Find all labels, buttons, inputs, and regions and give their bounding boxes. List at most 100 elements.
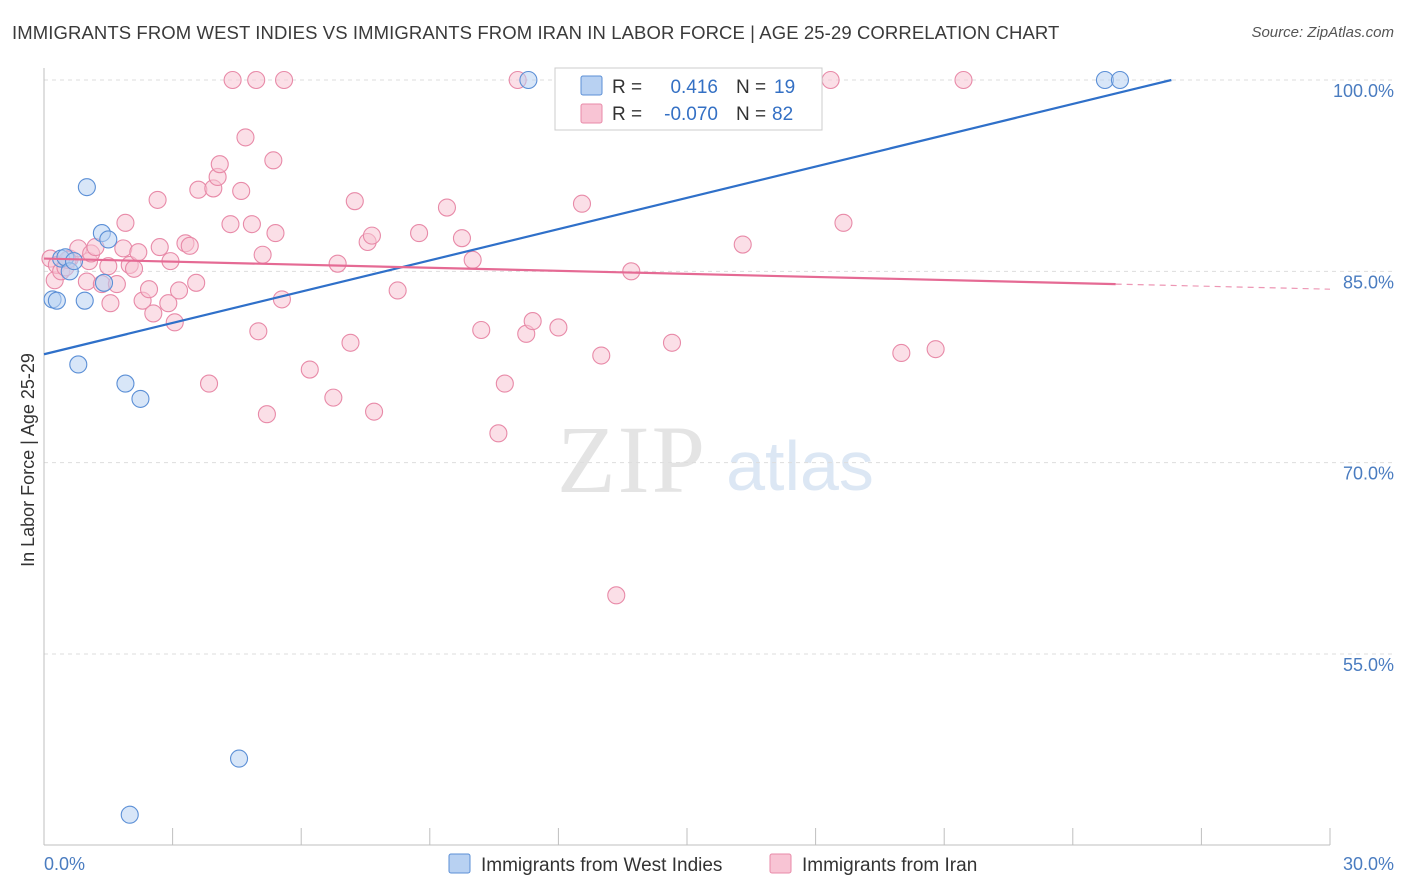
iran-point-57 (365, 402, 384, 421)
y-tick-label-100: 100.0% (1333, 81, 1394, 101)
west-indies-point-5 (64, 252, 84, 271)
legend-n-value-1: 19 (774, 77, 795, 98)
iran-point-80 (954, 70, 973, 90)
west-indies-points (43, 70, 1130, 824)
legend-r-label-2: R = (612, 104, 642, 125)
west-indies-trend-line (43, 78, 1172, 356)
iran-point-18 (124, 259, 144, 278)
iran-point-40 (236, 128, 255, 147)
bottom-legend-swatch-west-indies (448, 853, 471, 874)
west-indies-point-8 (77, 178, 96, 197)
iran-point-56 (362, 226, 381, 245)
west-indies-point-18 (1110, 70, 1130, 90)
iran-point-19 (129, 243, 148, 262)
iran-point-71 (592, 346, 611, 365)
bottom-legend-label-west-indies: Immigrants from West Indies (481, 855, 722, 876)
iran-point-42 (247, 70, 266, 90)
iran-trend-line (43, 257, 1116, 286)
west-indies-point-16 (519, 70, 538, 90)
y-tick-label-55: 55.0% (1343, 655, 1394, 675)
iran-point-78 (892, 343, 911, 363)
trend-lines (43, 78, 1331, 356)
legend-swatch-west-indies (580, 75, 603, 96)
chart-source: Source: ZipAtlas.com (1251, 24, 1394, 41)
x-ticks (43, 828, 1331, 845)
watermark-zip: ZIP (557, 406, 707, 513)
west-indies-point-10 (94, 273, 114, 292)
iran-point-33 (199, 374, 219, 393)
iran-point-53 (341, 333, 360, 352)
iran-point-25 (159, 294, 178, 313)
legend-r-value-1: 0.416 (670, 77, 718, 98)
iran-point-31 (187, 273, 206, 292)
iran-point-58 (388, 281, 407, 300)
iran-point-30 (180, 236, 199, 255)
iran-point-12 (99, 257, 118, 276)
west-indies-point-13 (120, 805, 139, 824)
iran-point-16 (116, 213, 135, 232)
iran-point-61 (452, 229, 472, 248)
iran-point-72 (607, 586, 626, 605)
iran-point-36 (210, 155, 229, 174)
legend-n-value-2: 82 (772, 104, 793, 125)
iran-point-70 (572, 194, 592, 213)
legend-box: R = 0.416 N = 19 R = -0.070 N = 82 (554, 67, 823, 131)
iran-point-21 (139, 280, 159, 299)
iran-point-45 (257, 405, 276, 424)
west-indies-point-11 (99, 230, 118, 249)
west-indies-point-6 (69, 355, 88, 374)
iran-point-74 (662, 333, 682, 352)
iran-point-64 (489, 424, 508, 443)
y-axis-title: In Labor Force | Age 25-29 (18, 353, 38, 567)
iran-point-46 (264, 151, 283, 170)
iran-point-23 (148, 190, 167, 209)
y-tick-labels: 55.0% 70.0% 85.0% 100.0% (1333, 81, 1394, 675)
legend-r-label-1: R = (612, 77, 642, 98)
iran-point-68 (523, 312, 542, 331)
legend-swatch-iran (580, 103, 603, 124)
iran-point-69 (549, 318, 568, 337)
iran-point-37 (221, 215, 240, 234)
x-tick-label-min: 0.0% (44, 854, 85, 874)
west-indies-point-1 (47, 291, 66, 310)
legend-r-value-2: -0.070 (664, 104, 718, 125)
bottom-legend: Immigrants from West Indies Immigrants f… (448, 853, 977, 876)
iran-point-62 (463, 250, 482, 269)
iran-point-65 (495, 374, 514, 393)
west-indies-point-15 (229, 749, 249, 768)
iran-point-24 (150, 238, 169, 257)
west-indies-point-17 (1095, 70, 1114, 90)
iran-point-44 (253, 245, 272, 264)
iran-point-43 (249, 322, 268, 341)
iran-point-76 (821, 70, 840, 90)
west-indies-point-14 (131, 389, 150, 408)
iran-trend-extension (1115, 283, 1331, 290)
legend-n-label-2: N = (736, 104, 766, 125)
y-tick-label-85: 85.0% (1343, 272, 1394, 292)
iran-points (41, 70, 973, 605)
west-indies-point-7 (75, 291, 94, 310)
iran-point-48 (272, 290, 291, 309)
iran-point-59 (410, 224, 429, 243)
iran-point-15 (114, 239, 133, 258)
iran-point-49 (275, 70, 294, 90)
iran-point-63 (472, 320, 491, 340)
bottom-legend-swatch-iran (769, 853, 792, 874)
iran-point-38 (223, 70, 242, 90)
grid-layer (44, 79, 1394, 655)
iran-point-7 (77, 272, 96, 291)
iran-point-39 (232, 181, 251, 201)
watermark-atlas: atlas (726, 427, 874, 505)
iran-point-47 (266, 224, 285, 243)
chart-title: IMMIGRANTS FROM WEST INDIES VS IMMIGRANT… (12, 22, 1060, 43)
iran-point-13 (101, 294, 120, 313)
iran-point-77 (834, 213, 853, 232)
iran-point-79 (926, 340, 945, 359)
iran-point-50 (300, 360, 319, 379)
legend-n-label-1: N = (736, 77, 766, 98)
iran-point-60 (437, 198, 456, 217)
x-tick-label-max: 30.0% (1343, 854, 1394, 874)
iran-point-54 (345, 192, 364, 211)
bottom-legend-label-iran: Immigrants from Iran (802, 855, 977, 876)
